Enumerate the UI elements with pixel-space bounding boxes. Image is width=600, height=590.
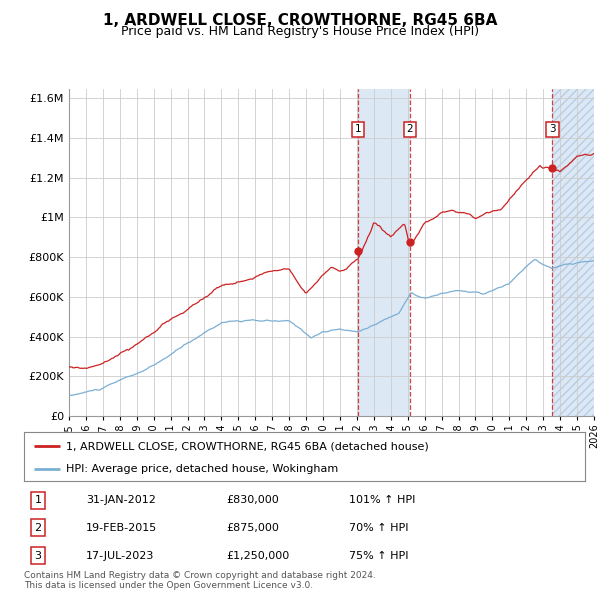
Text: 3: 3 — [35, 550, 41, 560]
Text: This data is licensed under the Open Government Licence v3.0.: This data is licensed under the Open Gov… — [24, 581, 313, 589]
Text: 1, ARDWELL CLOSE, CROWTHORNE, RG45 6BA (detached house): 1, ARDWELL CLOSE, CROWTHORNE, RG45 6BA (… — [66, 441, 429, 451]
Text: 31-JAN-2012: 31-JAN-2012 — [86, 496, 155, 505]
Text: 17-JUL-2023: 17-JUL-2023 — [86, 550, 154, 560]
Text: HPI: Average price, detached house, Wokingham: HPI: Average price, detached house, Woki… — [66, 464, 338, 474]
Text: 2: 2 — [407, 124, 413, 135]
Text: 1: 1 — [35, 496, 41, 505]
Text: 1, ARDWELL CLOSE, CROWTHORNE, RG45 6BA: 1, ARDWELL CLOSE, CROWTHORNE, RG45 6BA — [103, 13, 497, 28]
Text: 70% ↑ HPI: 70% ↑ HPI — [349, 523, 409, 533]
Text: 2: 2 — [34, 523, 41, 533]
Text: 3: 3 — [549, 124, 556, 135]
Text: 1: 1 — [355, 124, 362, 135]
Text: £875,000: £875,000 — [226, 523, 279, 533]
Text: 19-FEB-2015: 19-FEB-2015 — [86, 523, 157, 533]
Text: 75% ↑ HPI: 75% ↑ HPI — [349, 550, 409, 560]
Bar — [553, 88, 594, 416]
Text: £1,250,000: £1,250,000 — [226, 550, 289, 560]
Text: £830,000: £830,000 — [226, 496, 279, 505]
Text: Contains HM Land Registry data © Crown copyright and database right 2024.: Contains HM Land Registry data © Crown c… — [24, 571, 376, 579]
Bar — [553, 88, 594, 416]
Text: Price paid vs. HM Land Registry's House Price Index (HPI): Price paid vs. HM Land Registry's House … — [121, 25, 479, 38]
Text: 101% ↑ HPI: 101% ↑ HPI — [349, 496, 416, 505]
Bar — [358, 88, 410, 416]
